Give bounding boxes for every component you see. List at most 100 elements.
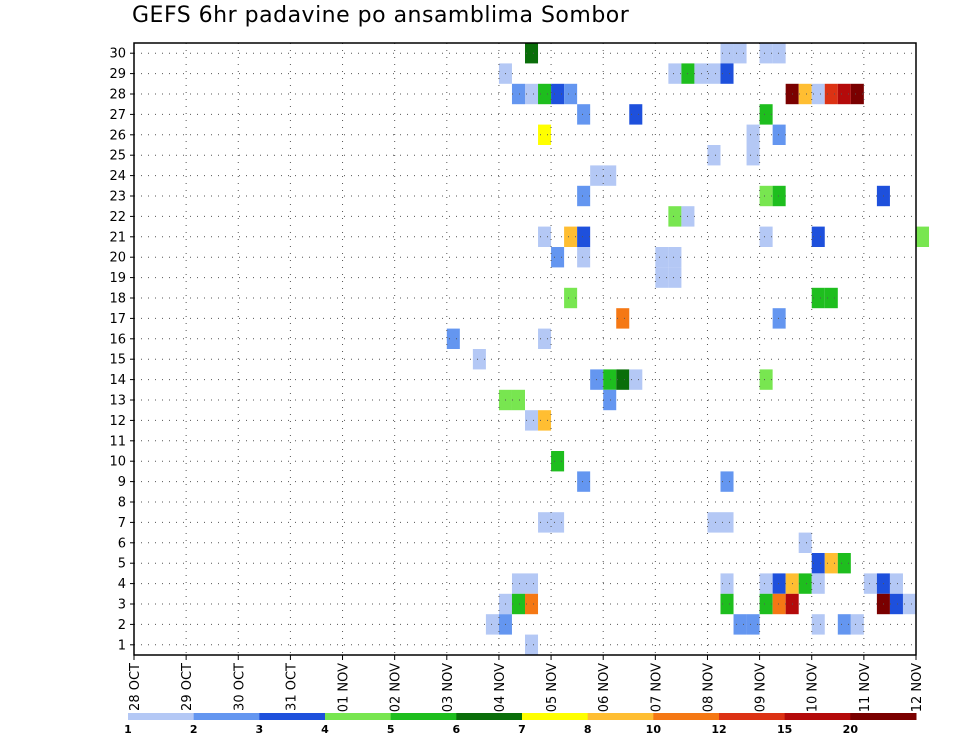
heatmap-cell [733, 614, 747, 635]
heatmap-cell [629, 104, 643, 125]
heatmap-cell [889, 573, 903, 594]
heatmap-cell [837, 83, 851, 105]
heatmap-cell [746, 145, 760, 166]
y-tick-label: 24 [109, 169, 126, 184]
heatmap-cell [551, 83, 565, 105]
y-tick-label: 5 [118, 557, 126, 572]
heatmap-cell [668, 206, 682, 227]
heatmap-cell [525, 573, 539, 594]
y-tick-label: 12 [109, 414, 126, 429]
heatmap-cell [577, 247, 591, 268]
legend-swatch [128, 713, 195, 720]
heatmap-cell [889, 593, 903, 615]
y-tick-label: 1 [118, 638, 126, 653]
y-axis-ticks: 1234567891011121314151617181920212223242… [109, 47, 134, 653]
x-tick-label: 02 NOV [389, 663, 404, 712]
y-tick-label: 15 [109, 353, 126, 368]
legend-label: 20 [843, 723, 859, 736]
x-axis-ticks: 28 OCT 29 OCT 30 OCT 31 OCT 01 NOV 02 NOV 03 N… [128, 655, 925, 712]
legend-label: 10 [646, 723, 662, 736]
legend-swatch [850, 713, 917, 720]
legend-label: 4 [321, 723, 329, 736]
y-tick-label: 20 [109, 251, 126, 266]
legend-label: 12 [711, 723, 726, 736]
heatmap-cell [538, 512, 552, 533]
heatmap-cell [511, 389, 525, 411]
y-tick-label: 7 [118, 516, 126, 531]
legend-label: 1 [124, 723, 132, 736]
heatmap-cell [525, 43, 539, 64]
heatmap-cell [707, 63, 721, 84]
plot-frame [133, 42, 917, 656]
heatmap-cell [577, 226, 591, 247]
heatmap-cell [564, 83, 578, 105]
heatmap-cell [551, 512, 565, 533]
heatmap-cell [511, 83, 525, 105]
heatmap-cell [538, 328, 552, 349]
legend-label: 6 [453, 723, 461, 736]
y-tick-label: 22 [109, 210, 126, 225]
heatmap-cell [850, 83, 864, 105]
heatmap-cell [916, 226, 930, 247]
heatmap-cell [772, 573, 786, 594]
heatmap-cell [772, 43, 786, 64]
heatmap-cell [538, 226, 552, 247]
heatmap-cell [811, 83, 825, 105]
heatmap-cell [811, 226, 825, 247]
x-tick-label: 08 NOV [701, 663, 716, 712]
heatmap-cells [446, 43, 930, 655]
heatmap-cell [759, 185, 773, 207]
x-tick-label: 28 OCT [128, 663, 143, 711]
heatmap-cell [525, 410, 539, 431]
y-tick-label: 17 [109, 312, 126, 327]
x-tick-label: 30 OCT [232, 663, 247, 711]
chart-title: GEFS 6hr padavine po ansamblima Sombor [132, 3, 630, 28]
heatmap-cell [837, 614, 851, 635]
legend-swatch [522, 713, 589, 720]
heatmap-cell [603, 389, 617, 411]
y-tick-label: 8 [118, 496, 126, 511]
heatmap-cell [720, 573, 734, 594]
heatmap-cell [694, 63, 708, 84]
legend-swatch [325, 713, 392, 720]
heatmap-cell [551, 247, 565, 268]
legend-label: 5 [387, 723, 395, 736]
y-tick-label: 19 [109, 271, 126, 286]
heatmap-cell [707, 145, 721, 166]
y-tick-label: 2 [118, 618, 126, 633]
y-tick-label: 21 [109, 230, 126, 245]
x-tick-label: 09 NOV [754, 663, 769, 712]
y-tick-label: 27 [109, 108, 126, 123]
heatmap-cell [525, 634, 539, 655]
heatmap-cell [511, 593, 525, 615]
legend-swatch [784, 713, 851, 720]
legend-swatch [653, 713, 720, 720]
y-tick-label: 29 [109, 67, 126, 82]
heatmap-cell [824, 553, 838, 574]
heatmap-cell [798, 573, 812, 594]
heatmap-cell [772, 308, 786, 329]
y-tick-label: 4 [118, 577, 126, 592]
x-tick-label: 04 NOV [493, 663, 508, 712]
legend-label: 15 [777, 723, 792, 736]
heatmap-cell [772, 185, 786, 207]
heatmap-cell [720, 43, 734, 64]
y-tick-label: 9 [118, 475, 126, 490]
heatmap-cell [720, 512, 734, 533]
y-tick-label: 23 [109, 190, 126, 205]
x-tick-label: 07 NOV [649, 663, 664, 712]
heatmap-cell [811, 553, 825, 574]
heatmap-cell [577, 104, 591, 125]
heatmap-cell [525, 83, 539, 105]
legend-swatch [193, 713, 260, 720]
heatmap-cell [746, 124, 760, 145]
heatmap-cell [629, 369, 643, 390]
y-tick-label: 14 [109, 373, 126, 388]
heatmap-cell [720, 63, 734, 84]
legend-label: 2 [190, 723, 198, 736]
heatmap-cell [720, 471, 734, 492]
heatmap-cell [655, 247, 669, 268]
heatmap-cell [616, 308, 630, 329]
legend-swatch [587, 713, 654, 720]
heatmap-cell [538, 124, 552, 145]
